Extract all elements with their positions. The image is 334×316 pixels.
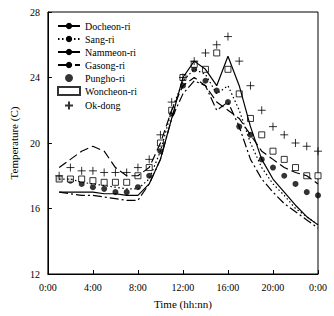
svg-text:12: 12 xyxy=(30,269,40,280)
svg-text:4:00: 4:00 xyxy=(84,282,102,293)
svg-text:0:00: 0:00 xyxy=(39,282,57,293)
svg-text:Ok-dong: Ok-dong xyxy=(85,100,121,111)
svg-text:28: 28 xyxy=(30,7,40,18)
svg-text:Nammeon-ri: Nammeon-ri xyxy=(85,47,136,58)
svg-text:Pungho-ri: Pungho-ri xyxy=(85,73,125,84)
svg-text:0:00: 0:00 xyxy=(309,282,327,293)
svg-text:12:00: 12:00 xyxy=(172,282,195,293)
svg-text:16:00: 16:00 xyxy=(217,282,240,293)
svg-text:Docheon-ri: Docheon-ri xyxy=(85,21,131,32)
svg-text:16: 16 xyxy=(30,203,40,214)
svg-text:Time (hh:nn): Time (hh:nn) xyxy=(154,298,212,311)
svg-text:Gasong-ri: Gasong-ri xyxy=(85,60,125,71)
svg-text:24: 24 xyxy=(30,72,40,83)
svg-text:8:00: 8:00 xyxy=(129,282,147,293)
svg-text:20:00: 20:00 xyxy=(262,282,285,293)
svg-text:Sang-ri: Sang-ri xyxy=(85,34,115,45)
svg-text:20: 20 xyxy=(30,138,40,149)
svg-text:Woncheon-ri: Woncheon-ri xyxy=(85,86,137,97)
svg-text:Temperature (C): Temperature (C) xyxy=(8,106,21,179)
